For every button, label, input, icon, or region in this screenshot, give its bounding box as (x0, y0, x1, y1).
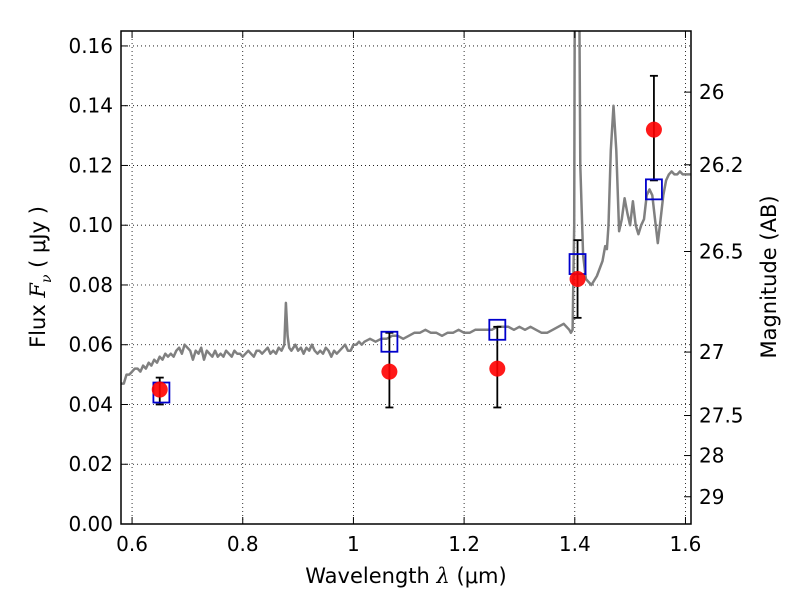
x-tick-label: 0.6 (116, 532, 148, 556)
observed-photometry-point (489, 360, 506, 377)
plot-background (121, 31, 691, 524)
marker-layer (151, 74, 663, 409)
observed-photometry-point (151, 381, 168, 398)
y-tick-label: 0.12 (68, 153, 113, 177)
y-tick-label: 0.00 (68, 512, 113, 536)
y-tick-label: 0.06 (68, 333, 113, 357)
model-photometry-point (488, 318, 507, 341)
y-axis-title: Flux Fν ( μJy ) (26, 206, 55, 348)
y2-tick-label: 26.2 (699, 153, 744, 177)
y2-tick-label: 29 (699, 485, 724, 509)
y2-tick-label: 28 (699, 444, 724, 468)
y-tick-label: 0.08 (68, 273, 113, 297)
model-photometry-point (645, 178, 663, 201)
x-tick-label: 0.8 (227, 532, 259, 556)
x-tick-label: 1.4 (559, 532, 591, 556)
y2-tick-label: 27.5 (699, 404, 744, 428)
y2-tick-label: 26 (699, 80, 724, 104)
y-tick-label: 0.14 (68, 94, 113, 118)
x-tick-label: 1 (347, 532, 360, 556)
x-tick-label: 1.2 (448, 532, 480, 556)
model-photometry-point (380, 330, 399, 353)
y-tick-label: 0.04 (68, 392, 113, 416)
x-axis-title: Wavelength λ (μm) (305, 564, 506, 588)
y2-tick-label: 27 (699, 340, 724, 364)
observed-photometry-point (381, 363, 398, 380)
y-tick-label: 0.02 (68, 452, 113, 476)
observed-photometry-point (645, 121, 662, 138)
spectrum-layer (121, 31, 691, 385)
spectrum-line (121, 31, 691, 385)
y2-tick-label: 26.5 (699, 240, 744, 264)
y2-axis-title: Magnitude (AB) (757, 195, 781, 358)
y-tick-label: 0.10 (68, 213, 113, 237)
y-tick-label: 0.16 (68, 34, 113, 58)
x-tick-label: 1.6 (670, 532, 702, 556)
observed-photometry-point (569, 270, 586, 287)
ticks: 0.6 0.8 1 1.2 1.4 1.6 0.00 0.02 0.04 0.06 0.08 0.10… (68, 31, 744, 556)
plot-frame (120, 30, 692, 525)
